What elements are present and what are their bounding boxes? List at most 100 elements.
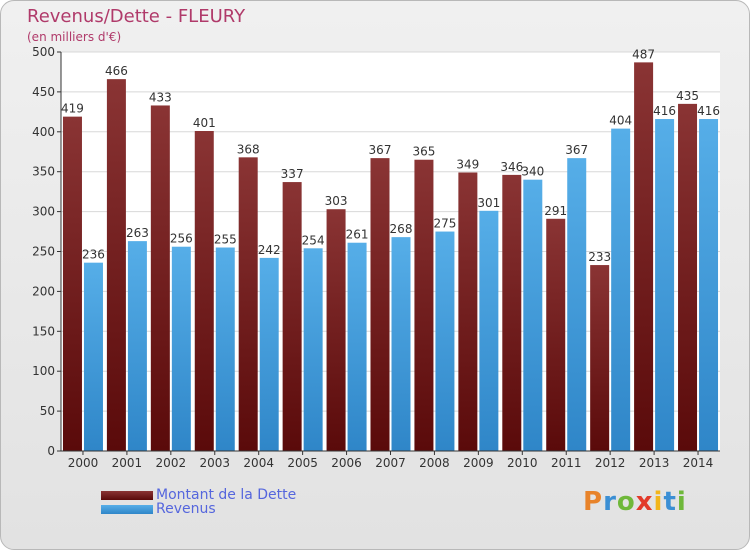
- x-tick-label: 2002: [156, 456, 187, 470]
- data-label-debt: 435: [676, 89, 699, 103]
- bar-debt: [62, 116, 82, 451]
- legend-label-debt: Montant de la Dette: [156, 487, 297, 503]
- y-tick-label: 150: [32, 324, 55, 338]
- data-label-debt: 346: [500, 160, 523, 174]
- data-label-debt: 303: [325, 194, 348, 208]
- bar-debt: [238, 157, 258, 451]
- data-label-debt: 466: [105, 64, 128, 78]
- bar-revenue: [127, 241, 147, 451]
- data-label-revenue: 242: [258, 243, 281, 257]
- data-label-debt: 419: [61, 102, 84, 116]
- x-tick-label: 2008: [419, 456, 450, 470]
- data-label-revenue: 261: [346, 228, 369, 242]
- data-label-revenue: 416: [653, 104, 676, 118]
- y-tick-label: 250: [32, 245, 55, 259]
- legend-swatch-debt: [101, 491, 153, 500]
- data-label-debt: 487: [632, 47, 655, 61]
- y-tick-label: 50: [40, 404, 55, 418]
- bar-revenue: [435, 231, 455, 451]
- data-label-debt: 337: [281, 167, 304, 181]
- bar-debt: [678, 103, 698, 452]
- x-tick-label: 2001: [112, 456, 143, 470]
- data-label-debt: 233: [588, 250, 611, 264]
- logo-letter: i: [676, 487, 687, 517]
- data-label-revenue: 263: [126, 226, 149, 240]
- legend-swatch-revenue: [101, 505, 153, 514]
- bar-debt: [458, 172, 478, 452]
- data-label-debt: 349: [456, 157, 479, 171]
- bar-debt: [414, 159, 434, 452]
- data-label-revenue: 275: [433, 217, 456, 231]
- x-tick-label: 2006: [331, 456, 362, 470]
- data-label-revenue: 256: [170, 232, 193, 246]
- y-tick-label: 450: [32, 85, 55, 99]
- x-tick-label: 2003: [199, 456, 230, 470]
- data-label-debt: 291: [544, 204, 567, 218]
- data-label-revenue: 416: [697, 104, 720, 118]
- y-tick-label: 500: [32, 45, 55, 59]
- bar-revenue: [523, 179, 543, 451]
- y-tick-label: 200: [32, 284, 55, 298]
- data-label-revenue: 301: [477, 196, 500, 210]
- y-tick-label: 0: [47, 444, 55, 458]
- x-tick-label: 2010: [507, 456, 538, 470]
- x-tick-label: 2012: [595, 456, 626, 470]
- legend-label-revenue: Revenus: [156, 501, 216, 517]
- bar-revenue: [303, 248, 323, 451]
- bar-revenue: [83, 262, 103, 451]
- bar-revenue: [215, 247, 235, 451]
- x-tick-label: 2000: [68, 456, 99, 470]
- bar-revenue: [391, 237, 411, 451]
- data-label-revenue: 268: [390, 222, 413, 236]
- proxiti-logo: Proxiti: [583, 487, 687, 517]
- data-label-debt: 401: [193, 116, 216, 130]
- x-tick-label: 2014: [683, 456, 714, 470]
- data-label-revenue: 404: [609, 114, 632, 128]
- data-label-revenue: 340: [521, 165, 544, 179]
- data-label-debt: 433: [149, 90, 172, 104]
- bar-revenue: [347, 242, 367, 451]
- x-tick-label: 2009: [463, 456, 494, 470]
- data-label-debt: 367: [369, 143, 392, 157]
- bar-revenue: [479, 210, 499, 451]
- logo-letter: o: [616, 487, 636, 517]
- bar-debt: [194, 131, 214, 451]
- logo-letter: t: [663, 487, 677, 517]
- logo-letter: x: [635, 487, 654, 517]
- y-tick-label: 400: [32, 125, 55, 139]
- bar-revenue: [611, 128, 631, 451]
- logo-letter: P: [583, 487, 604, 517]
- data-label-debt: 365: [412, 145, 435, 159]
- data-label-revenue: 367: [565, 143, 588, 157]
- bar-debt: [590, 265, 610, 451]
- x-tick-label: 2004: [243, 456, 274, 470]
- bar-revenue: [567, 158, 587, 451]
- logo-letter: i: [653, 487, 664, 517]
- data-label-debt: 368: [237, 142, 260, 156]
- logo-letter: r: [603, 487, 617, 517]
- bar-debt: [282, 182, 302, 451]
- bar-revenue: [699, 119, 719, 452]
- bar-debt: [546, 218, 566, 451]
- bar-revenue: [171, 246, 191, 451]
- bar-debt: [326, 209, 346, 451]
- y-tick-label: 100: [32, 364, 55, 378]
- data-label-revenue: 236: [82, 248, 105, 262]
- bar-debt: [502, 174, 522, 451]
- bar-debt: [634, 62, 654, 452]
- x-tick-label: 2005: [287, 456, 318, 470]
- x-tick-label: 2013: [639, 456, 670, 470]
- bar-revenue: [655, 119, 675, 452]
- chart-subtitle: (en milliers d'€): [27, 30, 122, 44]
- y-tick-label: 300: [32, 205, 55, 219]
- bar-debt: [150, 105, 170, 451]
- data-label-revenue: 254: [302, 233, 325, 247]
- bar-debt: [370, 158, 390, 451]
- x-tick-label: 2007: [375, 456, 406, 470]
- chart-title: Revenus/Dette - FLEURY: [27, 6, 246, 27]
- data-label-revenue: 255: [214, 233, 237, 247]
- bar-debt: [106, 79, 126, 451]
- bar-revenue: [259, 257, 279, 451]
